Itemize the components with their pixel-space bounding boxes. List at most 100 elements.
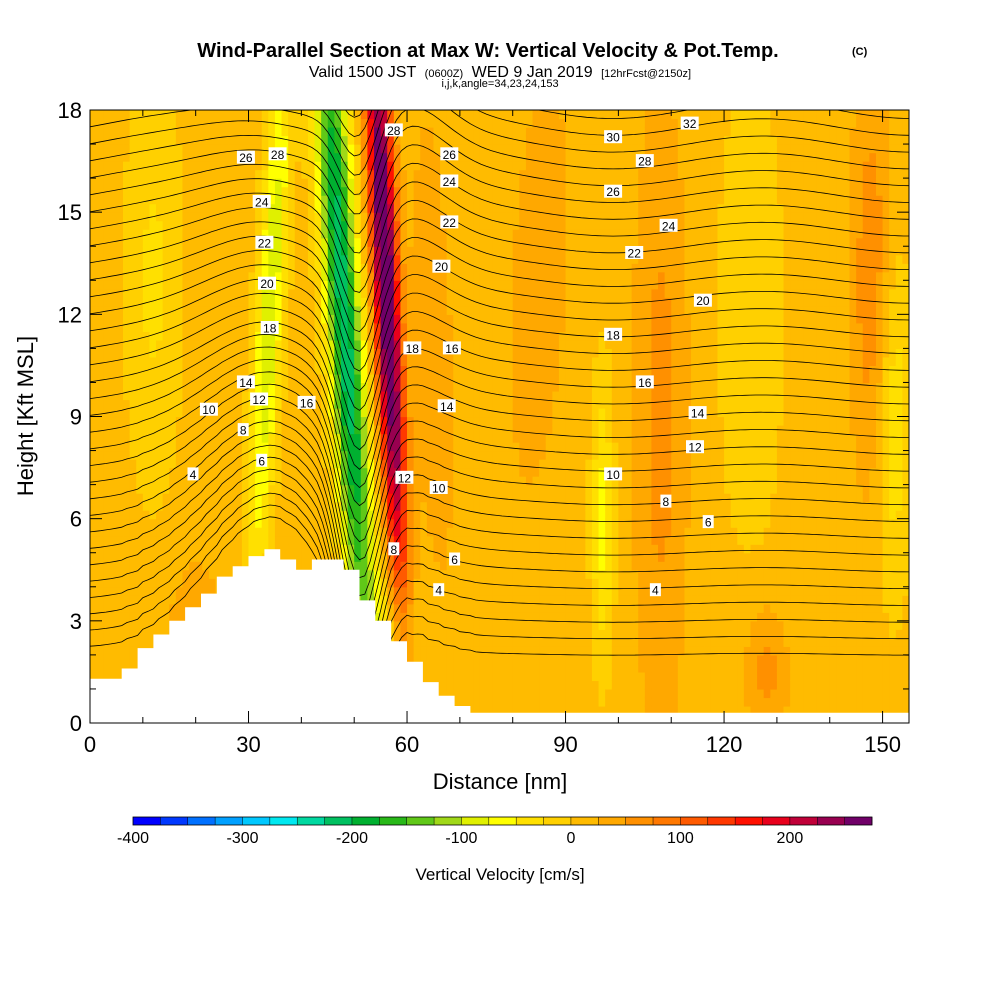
velocity-cell [407, 527, 415, 537]
velocity-cell [208, 356, 217, 367]
velocity-cell [426, 612, 435, 622]
velocity-cell [255, 314, 263, 324]
velocity-cell [466, 459, 474, 469]
velocity-cell [426, 459, 435, 469]
velocity-cell [479, 629, 487, 639]
velocity-cell [459, 433, 468, 443]
velocity-cell [90, 578, 98, 588]
velocity-cell [367, 118, 375, 128]
velocity-cell [334, 510, 342, 520]
velocity-cell [321, 263, 329, 273]
velocity-cell [301, 322, 309, 332]
velocity-cell [433, 127, 441, 137]
velocity-cell [96, 569, 104, 579]
velocity-cell [387, 586, 395, 596]
velocity-cell [512, 697, 520, 707]
velocity-cell [109, 586, 118, 596]
velocity-cell [525, 356, 534, 367]
velocity-cell [519, 195, 527, 205]
velocity-cell [334, 220, 342, 230]
velocity-cell [387, 118, 395, 128]
velocity-cell [261, 476, 269, 486]
velocity-cell [255, 348, 263, 358]
velocity-cell [486, 254, 494, 264]
velocity-cell [486, 569, 494, 579]
velocity-cell [327, 339, 335, 349]
velocity-cell [539, 433, 547, 443]
velocity-cell [136, 280, 144, 290]
velocity-cell [519, 399, 527, 409]
velocity-cell [327, 459, 335, 469]
velocity-cell [420, 544, 428, 554]
velocity-cell [413, 220, 421, 230]
velocity-cell [380, 331, 388, 341]
velocity-cell [215, 518, 223, 528]
velocity-cell [228, 433, 236, 443]
velocity-cell [136, 144, 144, 154]
velocity-cell [261, 373, 269, 384]
velocity-cell [321, 178, 329, 188]
velocity-cell [420, 493, 428, 503]
velocity-cell [420, 186, 428, 196]
velocity-cell [294, 348, 302, 358]
velocity-cell [387, 280, 395, 290]
velocity-cell [241, 442, 250, 452]
velocity-cell [413, 203, 421, 213]
velocity-cell [360, 118, 368, 128]
velocity-cell [413, 305, 421, 315]
velocity-cell [426, 305, 435, 315]
velocity-cell [136, 203, 144, 213]
velocity-cell [486, 110, 494, 120]
velocity-cell [222, 178, 230, 188]
velocity-cell [248, 254, 256, 264]
velocity-cell [400, 586, 408, 596]
velocity-cell [169, 152, 177, 162]
velocity-cell [235, 237, 243, 247]
velocity-cell [426, 603, 435, 613]
velocity-cell [499, 356, 507, 367]
velocity-cell [195, 348, 203, 358]
velocity-cell [327, 535, 335, 545]
velocity-cell [506, 314, 514, 324]
velocity-cell [539, 339, 547, 349]
velocity-cell [532, 484, 540, 494]
velocity-cell [307, 169, 316, 179]
velocity-cell [367, 356, 375, 367]
velocity-cell [440, 169, 448, 179]
velocity-cell [281, 280, 289, 290]
velocity-cell [374, 110, 382, 120]
velocity-cell [420, 442, 428, 452]
velocity-cell [222, 467, 230, 477]
velocity-cell [268, 425, 276, 435]
velocity-cell [274, 118, 283, 128]
velocity-cell [314, 127, 322, 137]
velocity-cell [393, 297, 402, 307]
velocity-cell [387, 450, 395, 460]
velocity-cell [420, 603, 428, 613]
velocity-cell [420, 433, 428, 443]
velocity-cell [268, 186, 276, 196]
velocity-cell [123, 339, 131, 349]
velocity-cell [274, 450, 283, 460]
velocity-cell [532, 578, 540, 588]
velocity-cell [512, 144, 520, 154]
velocity-cell [129, 578, 137, 588]
velocity-cell [222, 322, 230, 332]
velocity-cell [525, 263, 534, 273]
velocity-cell [413, 552, 421, 562]
velocity-cell [195, 518, 203, 528]
velocity-cell [90, 663, 98, 673]
velocity-cell [486, 373, 494, 384]
velocity-cell [407, 271, 415, 281]
velocity-cell [360, 288, 368, 298]
velocity-cell [248, 229, 256, 239]
velocity-cell [407, 578, 415, 588]
velocity-cell [261, 493, 269, 503]
velocity-cell [440, 373, 448, 384]
velocity-cell [222, 561, 230, 571]
velocity-cell [248, 186, 256, 196]
velocity-cell [400, 356, 408, 367]
velocity-cell [479, 442, 487, 452]
velocity-cell [400, 373, 408, 384]
velocity-cell [156, 254, 164, 264]
